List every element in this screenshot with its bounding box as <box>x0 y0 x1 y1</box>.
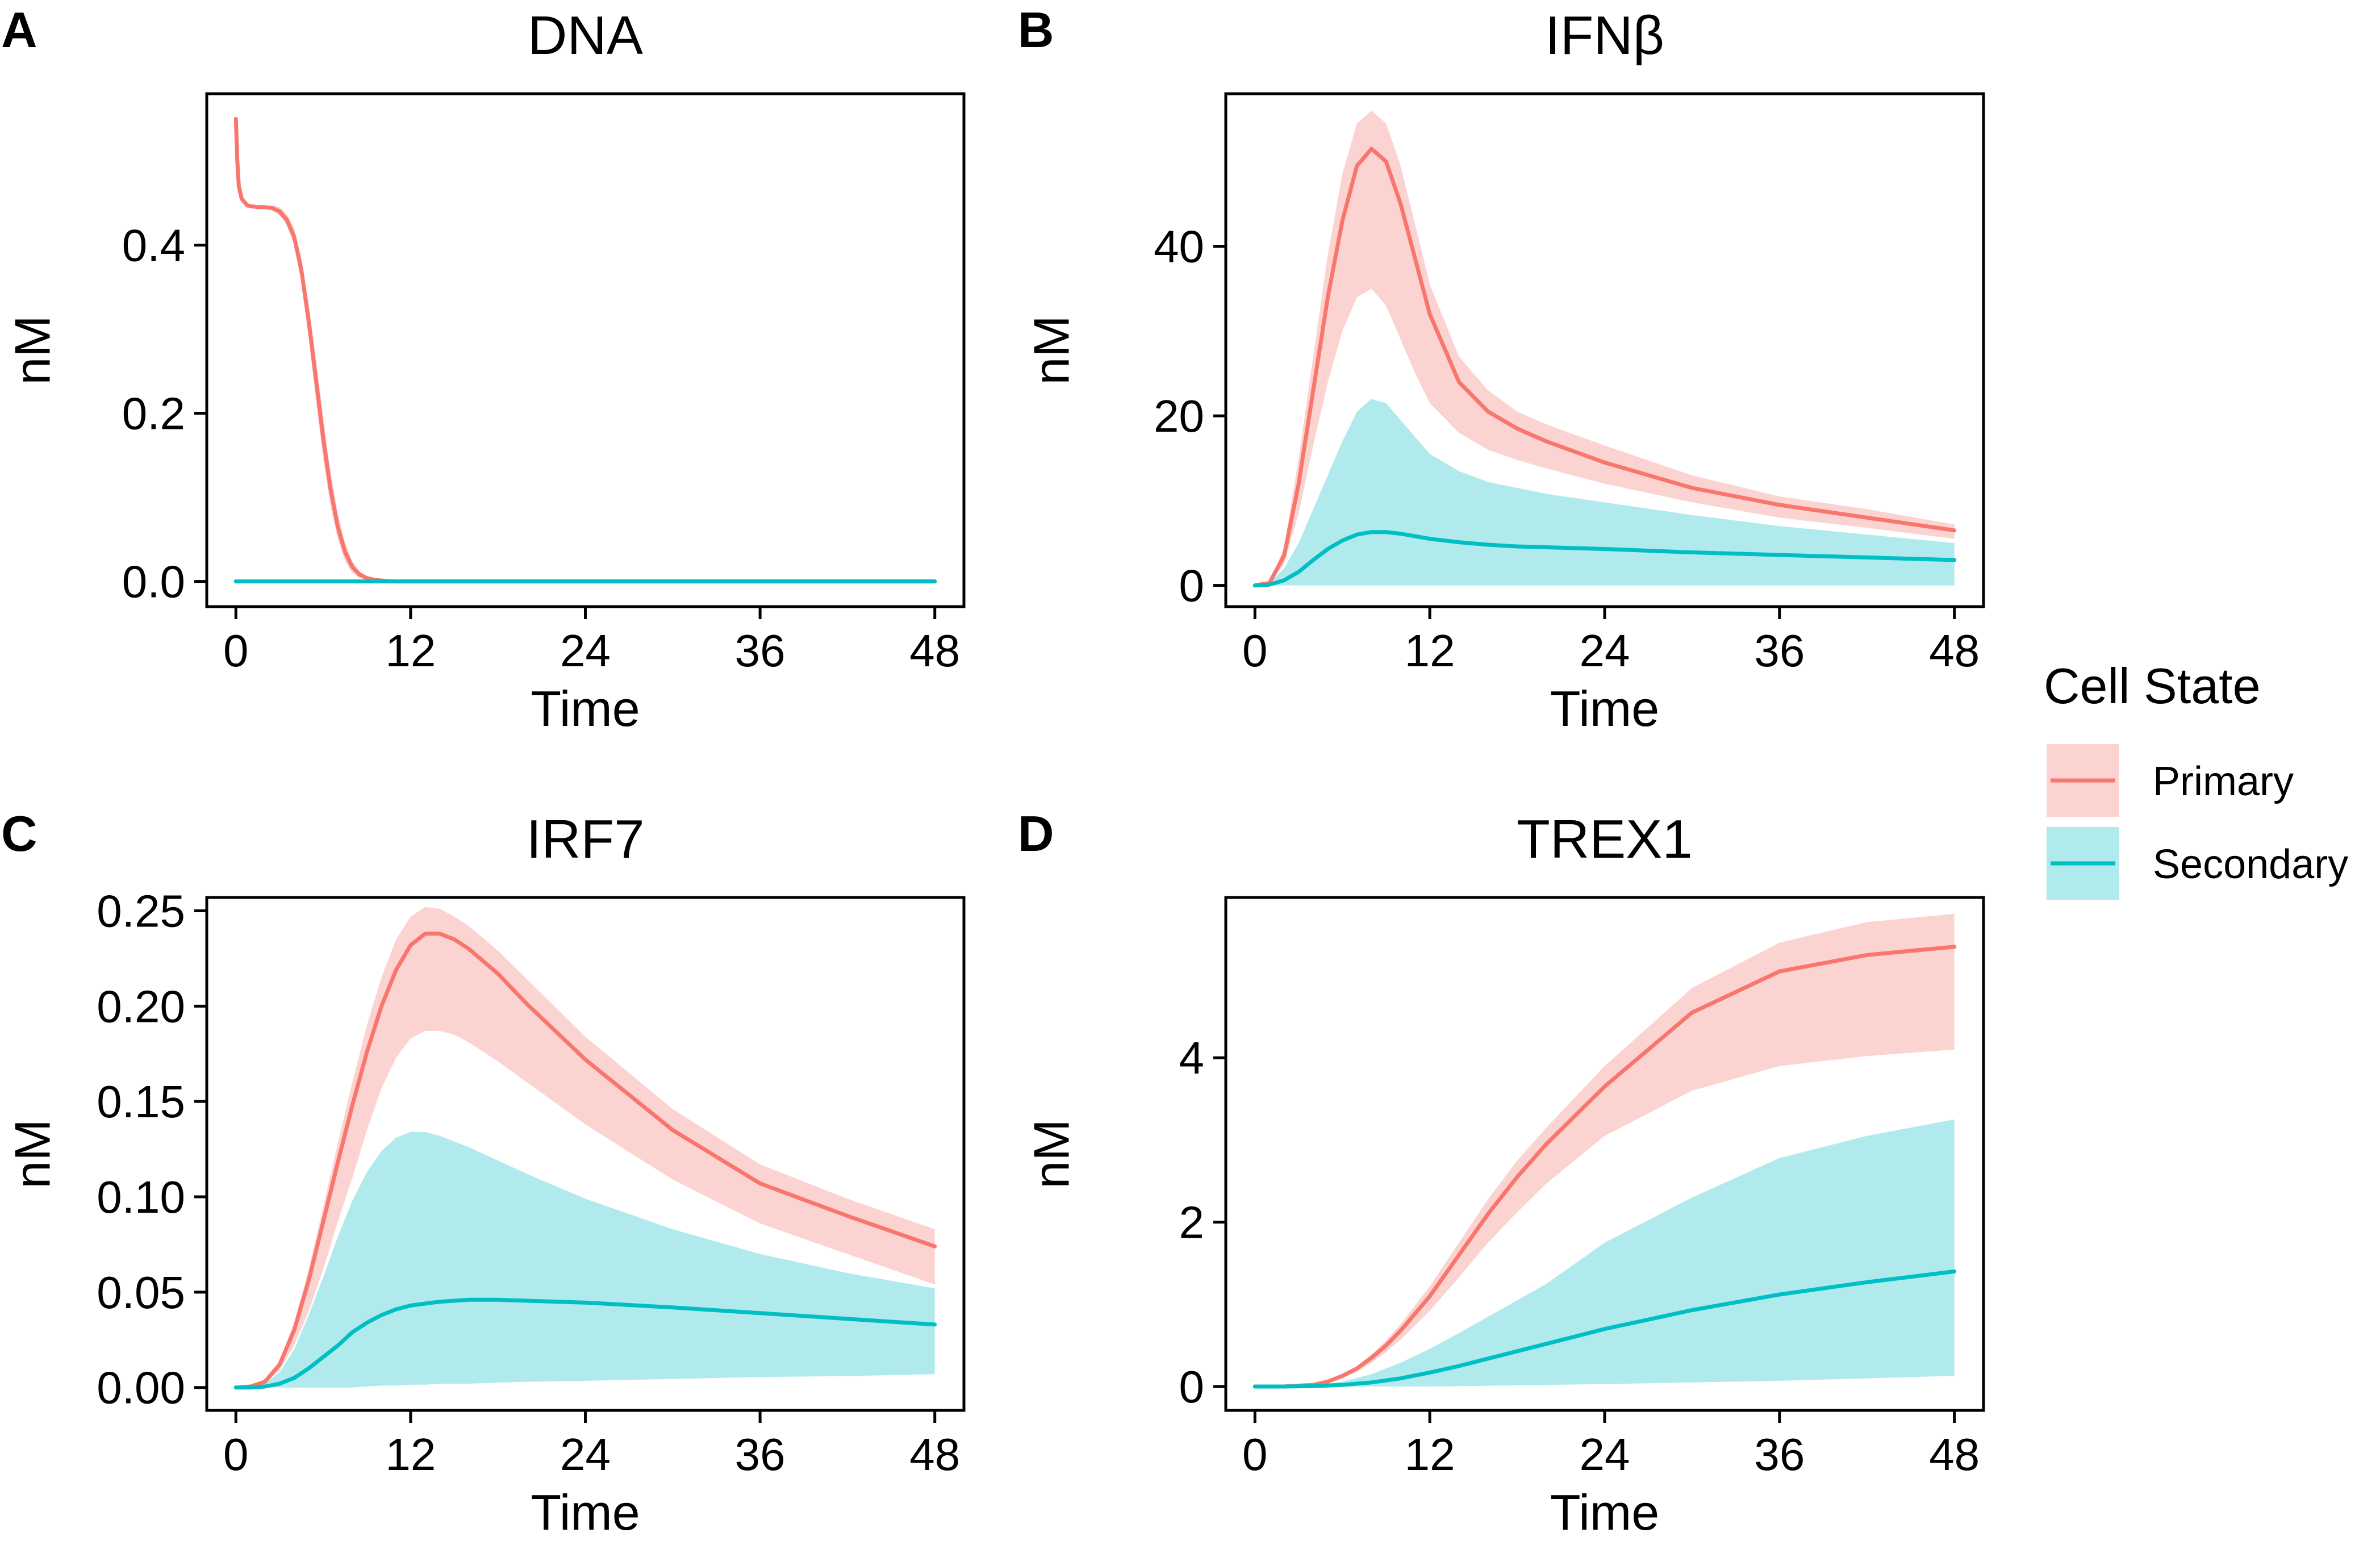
panel-b: 0 12 24 36 48 0 20 40 Time nM IFNβ B <box>1018 2 1985 737</box>
panel-b-line-primary <box>1252 147 1957 588</box>
panel-c-band-primary <box>236 907 935 1388</box>
panel-b-y-axis-label: nM <box>1023 315 1079 385</box>
panel-b-x-tick-label: 48 <box>1929 625 1980 676</box>
panel-c-y-tick-label: 0.25 <box>97 886 185 936</box>
panel-b-title: IFNβ <box>1545 5 1664 66</box>
panel-c-x-tick-label: 12 <box>385 1429 436 1480</box>
panel-a-x-tick-label: 0 <box>223 625 249 676</box>
panel-c-x-axis-label: Time <box>531 1484 640 1540</box>
panel-b-line-secondary <box>1252 530 1957 588</box>
panel-c-title: IRF7 <box>526 809 644 870</box>
panel-b-y-tick-label: 40 <box>1154 222 1204 272</box>
panel-b-y-tick-label: 0 <box>1179 561 1205 611</box>
panel-d-band-secondary <box>1255 1119 1955 1387</box>
panel-c-x-tick-label: 0 <box>223 1429 249 1480</box>
panel-a: 0 12 24 36 48 0.0 0.2 0.4 Time nM DNA A <box>1 2 966 737</box>
panel-c: 0 12 24 36 48 0.00 0.05 0.10 0.15 0.20 0.25 Time nM I… <box>1 805 966 1540</box>
panel-b-x-tick-label: 36 <box>1754 625 1805 676</box>
panel-a-frame <box>205 92 966 608</box>
panel-c-y-tick-label: 0.05 <box>97 1267 185 1318</box>
legend-label-secondary: Secondary <box>2153 842 2348 887</box>
panel-b-x-tick-label: 24 <box>1580 625 1630 676</box>
legend-key-secondary <box>2047 827 2119 900</box>
panel-a-title: DNA <box>528 5 643 66</box>
panel-a-x-tick-label: 12 <box>385 625 436 676</box>
panel-d-y-axis-label: nM <box>1023 1119 1079 1188</box>
panel-a-y-tick-label: 0.2 <box>122 389 185 439</box>
panel-b-y-tick-label: 20 <box>1154 391 1204 441</box>
panel-c-band-secondary <box>236 1131 935 1388</box>
legend-label-primary: Primary <box>2153 759 2294 804</box>
legend-title: Cell State <box>2044 658 2261 714</box>
panel-c-x-tick-label: 36 <box>735 1429 786 1480</box>
panel-d-x-tick-label: 48 <box>1929 1429 1980 1480</box>
panel-d-title: TREX1 <box>1517 809 1692 870</box>
panel-d-x-tick-label: 24 <box>1580 1429 1630 1480</box>
panel-a-letter: A <box>1 2 37 58</box>
panel-d-x-tick-label: 12 <box>1405 1429 1455 1480</box>
panel-c-line-secondary <box>233 1297 937 1390</box>
panel-d-line-primary <box>1252 945 1957 1389</box>
panel-c-y-tick-label: 0.15 <box>97 1076 185 1127</box>
panel-d-letter: D <box>1018 805 1054 862</box>
panel-d-y-tick-label: 2 <box>1179 1197 1205 1248</box>
panel-d-x-tick-label: 36 <box>1754 1429 1805 1480</box>
panel-d-y-tick-label: 4 <box>1179 1033 1205 1083</box>
panel-d-band-primary <box>1255 913 1955 1387</box>
panel-c-y-tick-label: 0.00 <box>97 1363 185 1413</box>
panel-b-x-axis-label: Time <box>1550 680 1659 737</box>
panel-a-x-tick-label: 36 <box>735 625 786 676</box>
legend-key-primary <box>2047 744 2119 817</box>
legend: Cell State Primary Secondary <box>2044 658 2348 900</box>
panel-c-letter: C <box>1 805 37 862</box>
panel-b-x-tick-label: 0 <box>1242 625 1268 676</box>
panel-c-y-tick-label: 0.20 <box>97 981 185 1032</box>
panel-d-x-tick-label: 0 <box>1242 1429 1268 1480</box>
panel-d-line-secondary <box>1252 1269 1957 1389</box>
panel-a-line-primary <box>233 116 937 584</box>
panel-a-band-primary <box>236 119 935 582</box>
panel-a-x-axis-label: Time <box>531 680 640 737</box>
panel-a-y-axis-label: nM <box>4 315 60 385</box>
panel-b-letter: B <box>1018 2 1054 58</box>
panel-d-x-axis-label: Time <box>1550 1484 1659 1540</box>
panel-b-x-tick-label: 12 <box>1405 625 1455 676</box>
panel-d-y-tick-label: 0 <box>1179 1362 1205 1412</box>
panel-a-x-tick-label: 24 <box>560 625 611 676</box>
panel-c-y-axis-label: nM <box>4 1119 60 1188</box>
panel-c-line-primary <box>233 932 937 1390</box>
panel-a-y-tick-label: 0.4 <box>122 220 185 270</box>
panel-a-y-tick-label: 0.0 <box>122 557 185 607</box>
panel-c-y-tick-label: 0.10 <box>97 1172 185 1222</box>
panel-c-x-tick-label: 48 <box>909 1429 960 1480</box>
panel-c-x-tick-label: 24 <box>560 1429 611 1480</box>
panel-a-x-tick-label: 48 <box>909 625 960 676</box>
